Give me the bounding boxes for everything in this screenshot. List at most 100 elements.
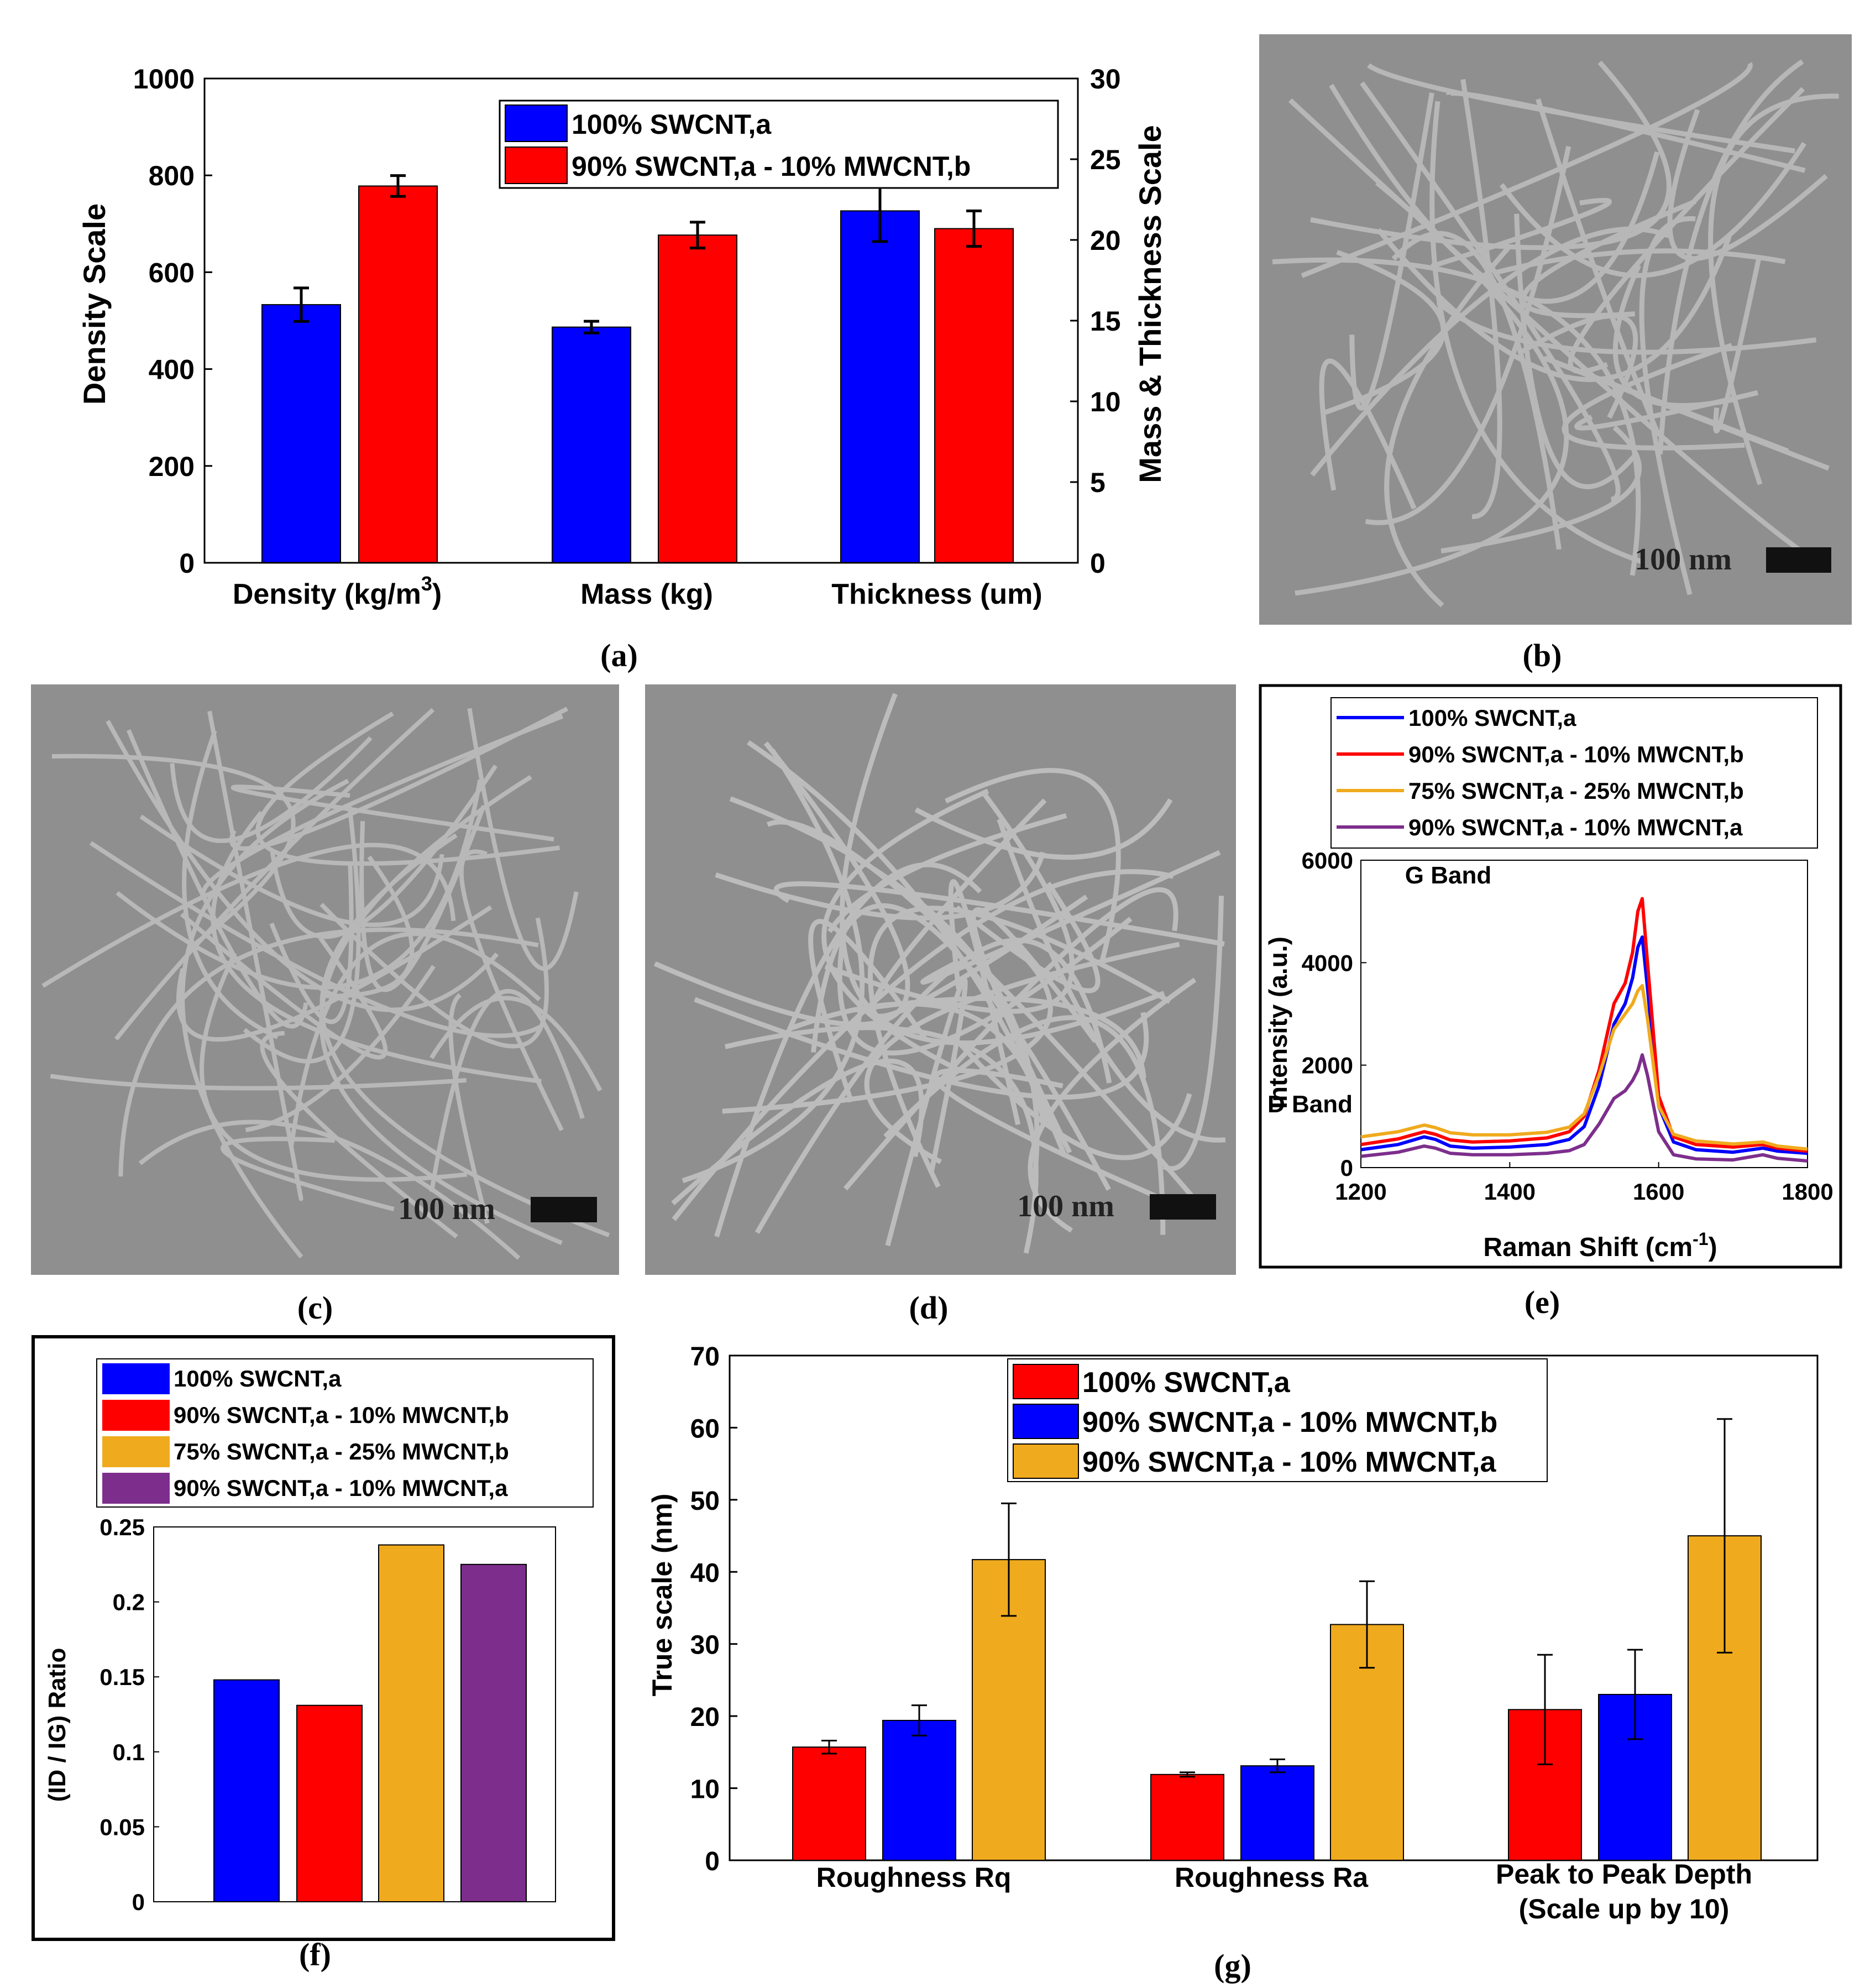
fibre-strand [914,798,1173,860]
ytick-label-left-a: 600 [149,257,195,288]
ytick-label-right-a: 20 [1090,225,1121,256]
xlabel-e: Raman Shift (cm-1) [1483,1229,1717,1262]
fibre-strand [1446,91,1806,173]
fibre-strand [843,887,1178,1191]
legend-f-item-2: 90% SWCNT,a - 10% MWCNT,b [174,1402,509,1428]
fibre-strand [41,843,456,988]
fibre-strand [319,833,610,1237]
fibre-strand [885,977,968,1247]
xtick-label-e: 1200 [1335,1179,1386,1205]
ytick-label-left-a: 400 [149,354,195,385]
legend-g-item-2: 90% SWCNT,a - 10% MWCNT,b [1082,1406,1497,1438]
fibre-strand [766,819,1202,1207]
xtick-label-e: 1400 [1484,1179,1536,1205]
bar-g-swcnt-a [1150,1773,1224,1861]
xtick-peak-to-peak: Peak to Peak Depth [1496,1859,1752,1890]
ytick-label-g: 70 [690,1342,720,1372]
ytick-label-g: 0 [705,1847,720,1876]
bar-g-swcnt-a [792,1746,866,1861]
fibre-strand [114,708,435,1041]
fibre-strand [714,862,982,1238]
xtick-mass-a: Mass (kg) [580,578,713,610]
ytick-label-g: 30 [690,1631,720,1660]
legend-a: 100% SWCNT,a 90% SWCNT,a - 10% MWCNT,b [499,100,1059,189]
ytick-label-left-a: 0 [179,548,195,579]
legend-f-item-4: 90% SWCNT,a - 10% MWCNT,a [174,1475,508,1501]
fibre-strand [1431,197,1612,269]
xtick-peak-sublabel: (Scale up by 10) [1519,1893,1730,1924]
ytick-label-e: 2000 [1302,1053,1353,1079]
ylabel-right-a: Mass & Thickness Scale [1133,125,1167,483]
ytick-label-g: 20 [690,1703,720,1732]
plot-frame-a [203,77,1079,564]
fibre-strand [724,1025,1039,1254]
fibre-strand [207,710,303,1201]
line-swcnt-mwcnt-a-10 [1360,1053,1808,1163]
fibre-strand [694,997,1149,1100]
bar-g-swcnt-mwcnt-b [1240,1765,1314,1861]
ytick-label-g: 60 [690,1414,720,1443]
ytick-label-e: 4000 [1302,950,1353,976]
legend-f-item-1: 100% SWCNT,a [174,1366,342,1391]
ytick-label-f: 0.05 [99,1814,145,1840]
bar-a-swcnt [261,304,341,563]
fibre-strand [808,919,928,1103]
fibre-strand [1667,108,1828,261]
ytick-label-f: 0.15 [99,1664,145,1690]
ylabel-e: Intensity (a.u.) [1264,937,1292,1109]
fibre-strand [1028,977,1197,1233]
fibre-strand [221,1137,395,1212]
fibre-strand [958,1042,1192,1160]
fibre-strand [870,798,1088,1019]
line-swcnt-mwcnt-b-25 [1360,984,1808,1151]
fibre-strand [269,862,354,1024]
bar-f-swcnt-a [213,1679,280,1903]
fibre-strand [1319,358,1417,510]
fibre-strand [176,905,493,1042]
bar-f-swcnt-mwcnt-b-10 [296,1704,363,1903]
line-swcnt-a [1360,935,1808,1155]
ytick-label-f: 0.25 [99,1514,145,1540]
legend-g: 100% SWCNT,a 90% SWCNT,a - 10% MWCNT,b 9… [1007,1358,1548,1482]
legend-a-item-2: 90% SWCNT,a - 10% MWCNT,b [572,151,971,182]
legend-e-item-4: 90% SWCNT,a - 10% MWCNT,a [1408,814,1743,840]
fibre-strand [243,806,361,1064]
fibre-strand [1613,264,1734,409]
ytick-label-left-a: 1000 [133,64,195,95]
plot-frame-e [1360,860,1808,1168]
chart-e-raman-spectra: 100% SWCNT,a 90% SWCNT,a - 10% MWCNT,b 7… [1259,684,1842,1269]
legend-e: 100% SWCNT,a 90% SWCNT,a - 10% MWCNT,b 7… [1330,697,1818,849]
fibre-strand [211,810,542,1084]
fibre-strand [1295,180,1569,596]
fibre-strand [230,784,554,842]
fibre-strand [319,903,549,1049]
annotation-g-band: G Band [1405,862,1491,889]
bar-a-swcnt [552,326,631,563]
legend-a-item-1: 100% SWCNT,a [572,109,772,140]
ytick-label-f: 0.1 [113,1739,145,1765]
legend-e-item-1: 100% SWCNT,a [1408,705,1576,731]
fibre-strand [1520,199,1696,318]
fibre-strand [773,881,1225,946]
bar-a-swcnt [840,210,920,563]
fibre-strand [1324,249,1446,415]
ytick-label-f: 0.2 [113,1589,145,1615]
bar-f-swcnt-mwcnt-b-25 [378,1544,444,1902]
scale-bar-label-b: 100 nm [1635,542,1732,577]
fibre-strand [1162,896,1224,1171]
fibre-strand [945,768,1121,966]
bar-a-mix [658,234,737,563]
fibre-strand [200,952,468,1182]
legend-e-item-3: 75% SWCNT,a - 25% MWCNT,b [1408,778,1744,804]
fibre-strand [50,1074,467,1091]
legend-g-item-1: 100% SWCNT,a [1082,1367,1291,1399]
panel-label-f: (f) [299,1937,331,1973]
ytick-label-right-a: 30 [1090,64,1121,95]
chart-f-id-ig-ratio: 100% SWCNT,a 90% SWCNT,a - 10% MWCNT,b 7… [32,1335,615,1941]
ytick-label-left-a: 800 [149,160,195,191]
legend-e-item-2: 90% SWCNT,a - 10% MWCNT,b [1408,741,1744,767]
ylabel-f: (ID / IG) Ratio [44,1648,71,1802]
ytick-label-e: 6000 [1302,847,1353,873]
fibre-strand [89,841,541,1038]
ytick-label-left-a: 200 [149,451,195,482]
